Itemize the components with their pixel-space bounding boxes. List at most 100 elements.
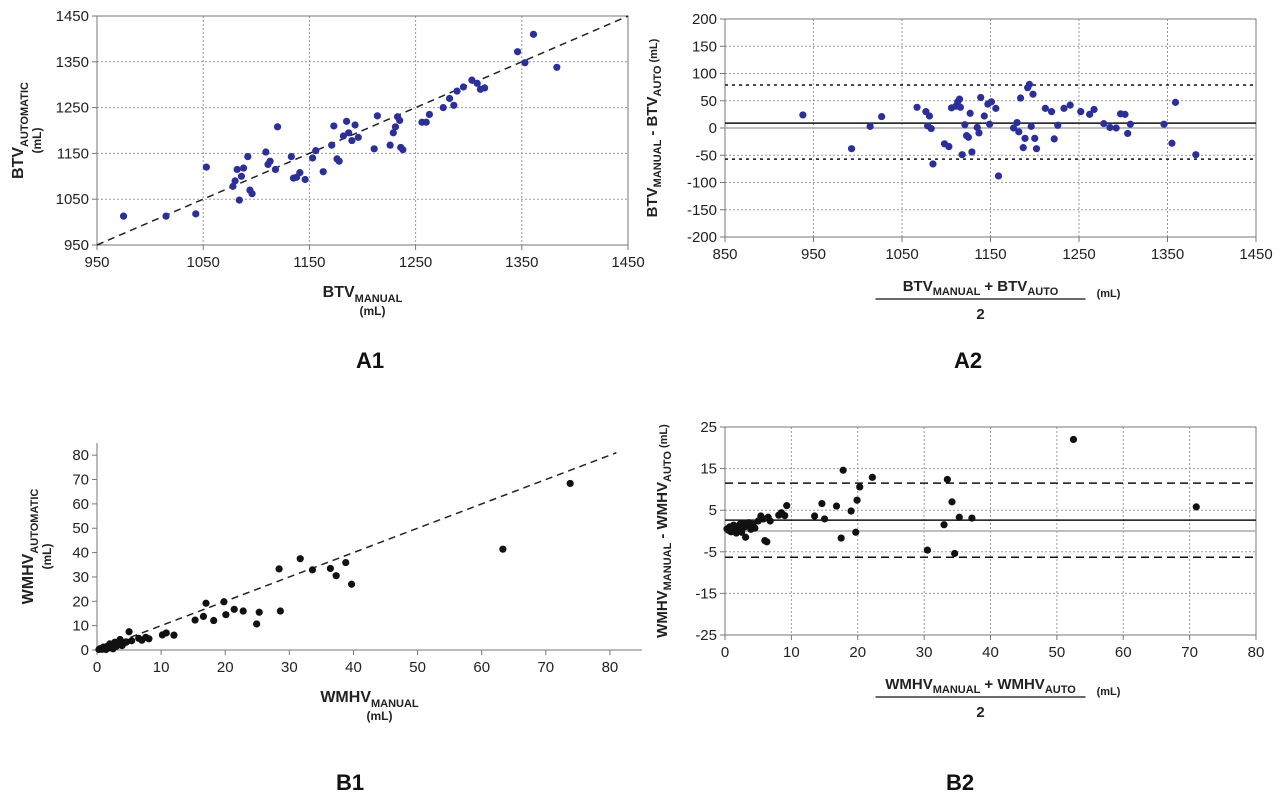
data-point — [1027, 122, 1035, 130]
data-point — [1124, 129, 1132, 138]
data-point — [956, 103, 965, 111]
data-point — [994, 172, 1003, 180]
data-point — [847, 507, 855, 515]
x-tick-label: 50 — [409, 659, 426, 676]
y-tick-label: -50 — [695, 147, 717, 164]
x-axis-label-subscript: MANUAL — [933, 286, 981, 298]
data-point — [162, 629, 170, 637]
y-tick-label: -200 — [687, 229, 717, 246]
data-point — [866, 122, 874, 130]
data-point — [210, 616, 218, 625]
x-axis-label-base: BTV — [903, 278, 933, 295]
data-point — [170, 631, 178, 639]
y-tick-label: 80 — [72, 447, 89, 464]
data-point — [345, 129, 353, 137]
data-point — [1106, 123, 1114, 132]
y-tick-label: 60 — [72, 496, 89, 513]
data-point — [1066, 101, 1074, 109]
data-point — [266, 157, 274, 165]
data-point — [239, 607, 247, 615]
y-tick-label: 1150 — [57, 145, 89, 162]
data-point — [1016, 94, 1025, 102]
data-point — [781, 512, 789, 520]
data-point — [799, 111, 807, 119]
x-tick-label: 1050 — [187, 254, 220, 271]
panel-label-a1: A1 — [356, 348, 384, 373]
x-tick-label: 1250 — [399, 254, 432, 271]
data-point — [391, 123, 400, 131]
data-point — [229, 182, 237, 190]
y-tick-label: 20 — [72, 593, 89, 610]
data-point — [948, 498, 956, 506]
data-point — [233, 165, 241, 174]
y-tick-label: 0 — [81, 642, 89, 659]
data-point — [839, 466, 847, 474]
data-point — [766, 517, 774, 525]
data-point — [818, 499, 826, 508]
y-tick-label: -25 — [695, 627, 717, 644]
x-axis-label-subscript: MANUAL — [355, 293, 403, 305]
y-axis-label-minus: - WMHV — [654, 482, 671, 539]
panel-a2-chart: 850 950 1050 1150 1250 1350 1450 200 150 100 50 0 -5… — [644, 11, 1273, 323]
y-tick-label: 50 — [72, 520, 89, 537]
x-axis-label-subscript: MANUAL — [371, 698, 419, 710]
y-axis-unit: (mL) — [648, 38, 660, 62]
y-tick-label: 30 — [72, 569, 89, 586]
y-axis-unit: (mL) — [30, 128, 44, 154]
data-point — [1171, 98, 1180, 106]
data-point — [1054, 121, 1062, 129]
data-point — [192, 210, 200, 218]
data-point — [301, 175, 309, 184]
data-point — [966, 109, 974, 117]
x-tick-label: 50 — [1049, 644, 1066, 661]
y-tick-label: 70 — [72, 472, 89, 489]
x-tick-label: 40 — [982, 644, 999, 661]
y-axis-label: WMHVAUTOMATIC — [20, 489, 41, 605]
data-point — [1031, 134, 1039, 142]
y-axis-label-subscript: MANUAL — [662, 542, 674, 590]
data-point — [335, 157, 343, 165]
data-point — [1060, 104, 1068, 112]
data-point — [1041, 104, 1049, 112]
x-axis-label-subscript: AUTO — [1027, 286, 1058, 298]
y-tick-label: 200 — [692, 11, 717, 28]
y-tick-label: 100 — [692, 66, 717, 83]
data-point — [332, 572, 340, 580]
x-tick-label: 1150 — [974, 246, 1006, 263]
data-point — [1090, 105, 1098, 114]
data-point — [955, 513, 963, 521]
x-axis-unit: (mL) — [1097, 686, 1121, 698]
data-point — [1192, 151, 1200, 159]
data-point — [1015, 128, 1023, 136]
data-point — [741, 533, 750, 541]
y-axis-label-base: BTV — [10, 147, 27, 179]
data-point — [287, 153, 295, 161]
data-point — [339, 132, 347, 140]
data-point — [347, 580, 356, 588]
x-tick-label: 40 — [345, 659, 362, 676]
data-point — [1077, 108, 1085, 116]
y-axis-unit: (mL) — [40, 544, 54, 570]
x-axis-label-subscript: MANUAL — [933, 684, 981, 696]
data-point — [1013, 118, 1021, 127]
panel-label-a2: A2 — [954, 348, 982, 373]
data-point — [513, 48, 522, 56]
x-tick-label: 950 — [801, 246, 826, 263]
data-point — [145, 635, 153, 643]
y-tick-label: 10 — [72, 618, 89, 635]
data-point — [1050, 135, 1058, 143]
x-tick-label: 30 — [281, 659, 298, 676]
data-point — [450, 101, 458, 109]
data-point — [783, 502, 791, 510]
data-point — [940, 521, 948, 529]
data-point — [1100, 120, 1108, 128]
data-point — [955, 95, 964, 103]
data-point — [271, 165, 280, 174]
x-axis-label-base: WMHV — [320, 689, 371, 706]
data-point — [980, 112, 988, 120]
data-point — [968, 514, 976, 522]
data-point — [1112, 124, 1120, 132]
data-point — [319, 168, 327, 176]
data-point — [202, 599, 210, 607]
